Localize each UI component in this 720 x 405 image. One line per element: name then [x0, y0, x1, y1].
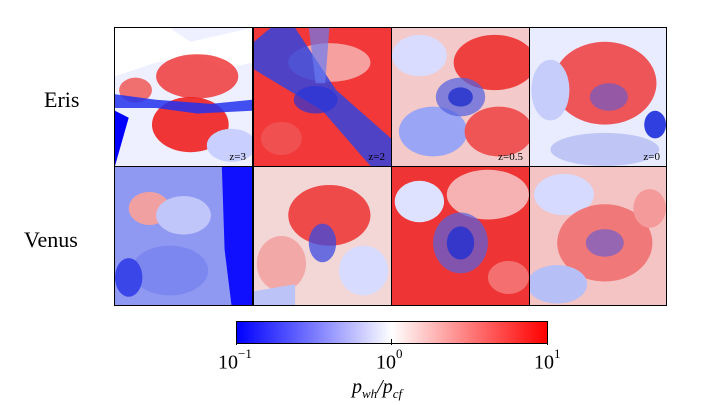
- colorbar-tick-label-low: 10−1: [218, 346, 252, 374]
- colorbar-tick: [391, 339, 392, 345]
- colorbar-tick-label-mid: 100: [376, 346, 403, 374]
- panel-eris-z0: z=0: [529, 27, 667, 167]
- colorbar-label: pwh/pcf: [352, 376, 403, 401]
- simulation-map: [392, 28, 529, 166]
- panel-venus-z2: [253, 166, 392, 306]
- simulation-map: [115, 28, 252, 166]
- panel-grid: z=3 z=2 z=0.5: [114, 27, 667, 306]
- simulation-map: [254, 28, 391, 166]
- panel-eris-z3: z=3: [114, 27, 253, 167]
- panel-eris-z2: z=2: [253, 27, 392, 167]
- redshift-label: z=0: [643, 151, 660, 163]
- redshift-label: z=3: [229, 151, 246, 163]
- redshift-label: z=2: [368, 151, 385, 163]
- panel-venus-z0: [529, 166, 667, 306]
- row-label-eris: Eris: [44, 87, 80, 112]
- simulation-map: [530, 167, 666, 305]
- panel-eris-z05: z=0.5: [391, 27, 530, 167]
- simulation-map: [115, 167, 252, 305]
- simulation-map: [254, 167, 391, 305]
- colorbar-tick: [236, 339, 237, 345]
- redshift-label: z=0.5: [498, 151, 523, 163]
- panel-venus-z05: [391, 166, 530, 306]
- simulation-map: [392, 167, 529, 305]
- row-label-venus: Venus: [24, 227, 78, 252]
- colorbar: [236, 321, 548, 344]
- panel-venus-z3: [114, 166, 253, 306]
- colorbar-tick-label-high: 101: [534, 346, 561, 374]
- simulation-map: [530, 28, 666, 166]
- colorbar-tick: [547, 339, 548, 345]
